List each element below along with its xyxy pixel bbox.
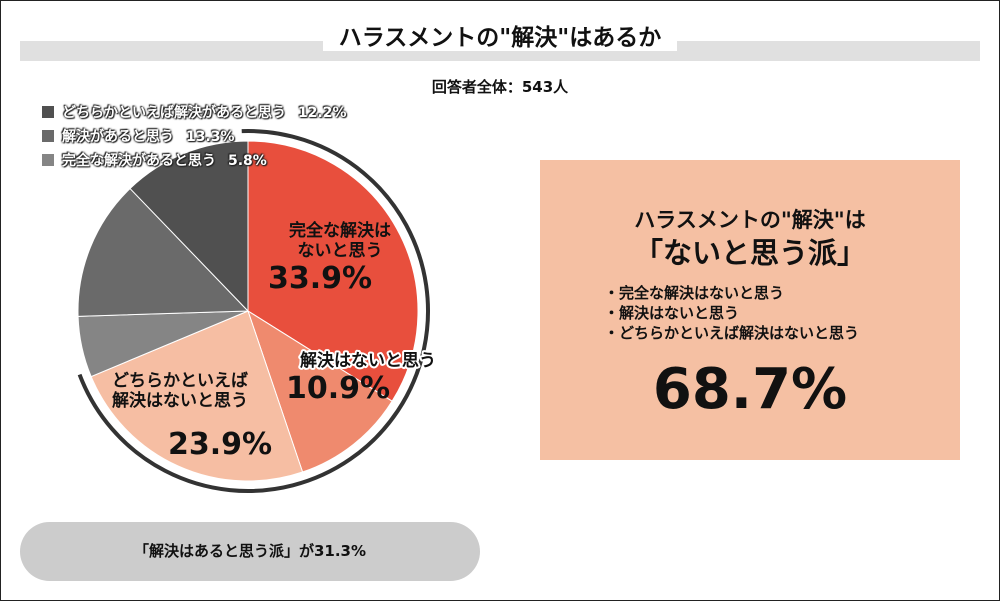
legend-value: 12.2%: [298, 105, 347, 121]
slice-value-label: 33.9%: [268, 261, 372, 296]
slice-label: 解決はないと思う: [112, 390, 248, 411]
legend-swatch: [42, 105, 54, 118]
slice-label: どちらかといえば: [112, 371, 248, 391]
pie-slice: [247, 309, 393, 473]
legend-swatch: [42, 129, 54, 142]
total-respondents-label: 回答者全体：543人: [431, 78, 569, 96]
legend-value: 13.3%: [186, 129, 235, 145]
slice-labels: 完全な解決はないと思う33.9%解決はないと思う10.9%どちらかといえば解決は…: [112, 220, 438, 462]
legend-item: どちらかといえば解決があると思う 12.2%: [42, 102, 347, 126]
summary-title: ハラスメントの"解決"は: [634, 208, 866, 232]
pie-slice: [247, 140, 419, 402]
slice-label: 完全な解決は: [289, 220, 391, 241]
pie-slices: [77, 140, 419, 482]
legend-label: 完全な解決があると思う: [62, 153, 216, 169]
highlight-arcs: [77, 129, 431, 493]
bottom-note: 「解決はあると思う派」が31.3%: [20, 522, 480, 581]
summary-list-item: ・解決はないと思う: [604, 304, 740, 322]
pie-slice: [77, 187, 250, 317]
summary-subtitle: 「ないと思う派」: [633, 236, 866, 270]
page-title-text: ハラスメントの"解決"はあるか: [322, 25, 678, 51]
slice-value-label: 23.9%: [168, 427, 272, 462]
legend-label: 解決があると思う: [62, 129, 174, 145]
pie-slice: [129, 140, 249, 313]
summary-list: ・完全な解決はないと思う ・解決はないと思う ・どちらかといえば解決はないと思う: [604, 283, 859, 343]
slice-value-label: 10.9%: [286, 371, 390, 406]
slice-label: ないと思う: [298, 241, 383, 261]
title-bar: [20, 41, 980, 61]
summary-list-item: ・どちらかといえば解決はないと思う: [604, 324, 860, 342]
page-title: ハラスメントの"解決"はあるか: [0, 18, 1000, 52]
summary-list-item: ・完全な解決はないと思う: [604, 284, 785, 302]
summary-box: ハラスメントの"解決"は 「ないと思う派」 ・完全な解決はないと思う ・解決はな…: [540, 160, 960, 460]
summary-total: 68.7%: [652, 357, 848, 422]
legend-item: 解決があると思う 13.3%: [42, 126, 347, 150]
legend-value: 5.8%: [228, 153, 267, 169]
legend-item: 完全な解決があると思う 5.8%: [42, 150, 347, 174]
slice-label: 解決はないと思う: [300, 350, 436, 371]
group-highlight-arc: [77, 129, 431, 493]
legend-swatch: [42, 153, 54, 166]
legend-label: どちらかといえば解決があると思う: [62, 105, 286, 121]
legend: どちらかといえば解決があると思う 12.2% 解決があると思う 13.3% 完全な解…: [42, 102, 347, 174]
pie-slice: [90, 310, 304, 482]
